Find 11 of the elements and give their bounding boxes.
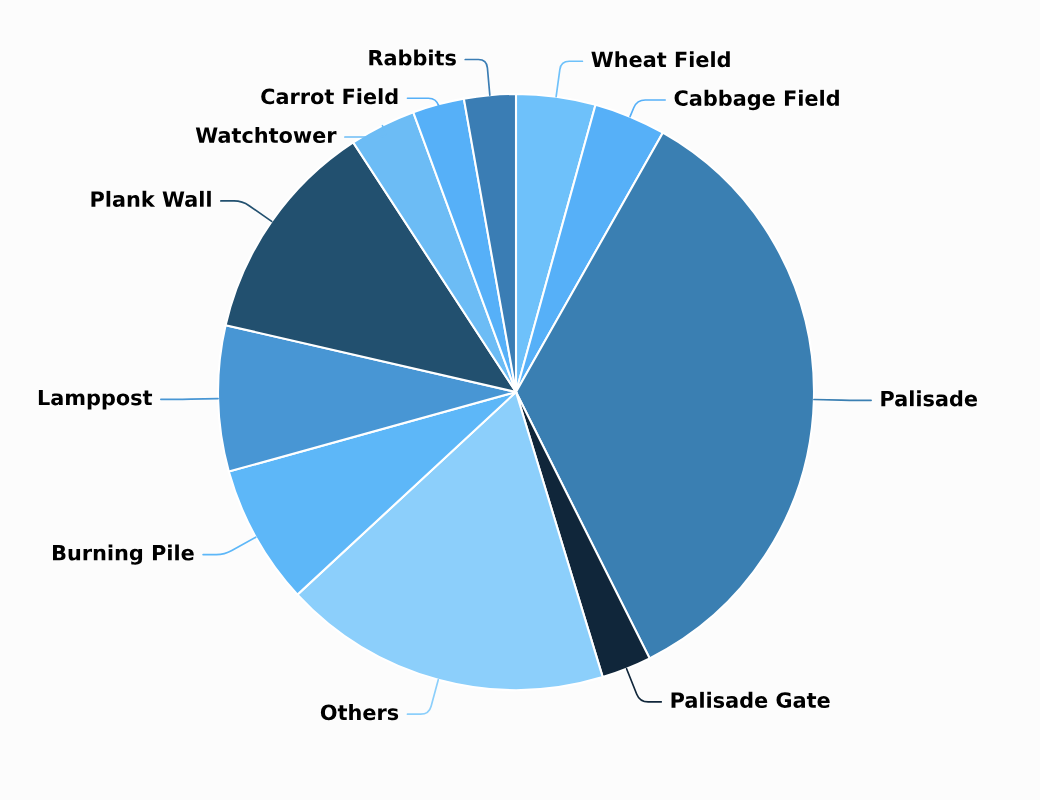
slice-label: Palisade — [881, 390, 978, 407]
slice-label: Lamppost — [38, 389, 153, 410]
slice-label: Rabbits — [369, 49, 456, 66]
slice-label: Burning Pile — [53, 544, 194, 565]
slice-label: Palisade Gate — [671, 691, 830, 708]
slice-label: Carrot Field — [261, 88, 398, 105]
slice-label: Plank Wall — [91, 190, 211, 207]
slice-label: Cabbage Field — [674, 89, 839, 111]
slice-label: Watchtower — [195, 126, 337, 144]
slice-label: Others — [320, 704, 399, 721]
slice-label: Wheat Field — [591, 51, 730, 68]
